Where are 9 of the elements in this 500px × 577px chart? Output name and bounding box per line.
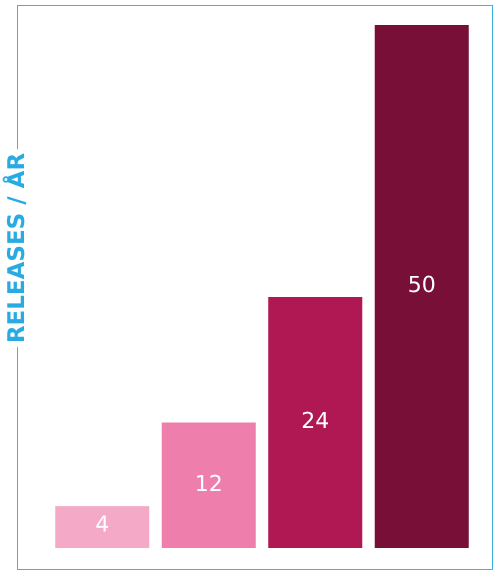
data-label: 24 xyxy=(301,409,330,434)
data-label: 50 xyxy=(408,273,436,298)
bar xyxy=(374,25,469,548)
bar xyxy=(162,422,256,548)
bar xyxy=(55,506,150,548)
data-label: 4 xyxy=(95,512,110,538)
y-axis-title: RELEASES / ÅR xyxy=(4,148,30,348)
data-label: 12 xyxy=(194,472,223,497)
bar xyxy=(268,296,362,548)
